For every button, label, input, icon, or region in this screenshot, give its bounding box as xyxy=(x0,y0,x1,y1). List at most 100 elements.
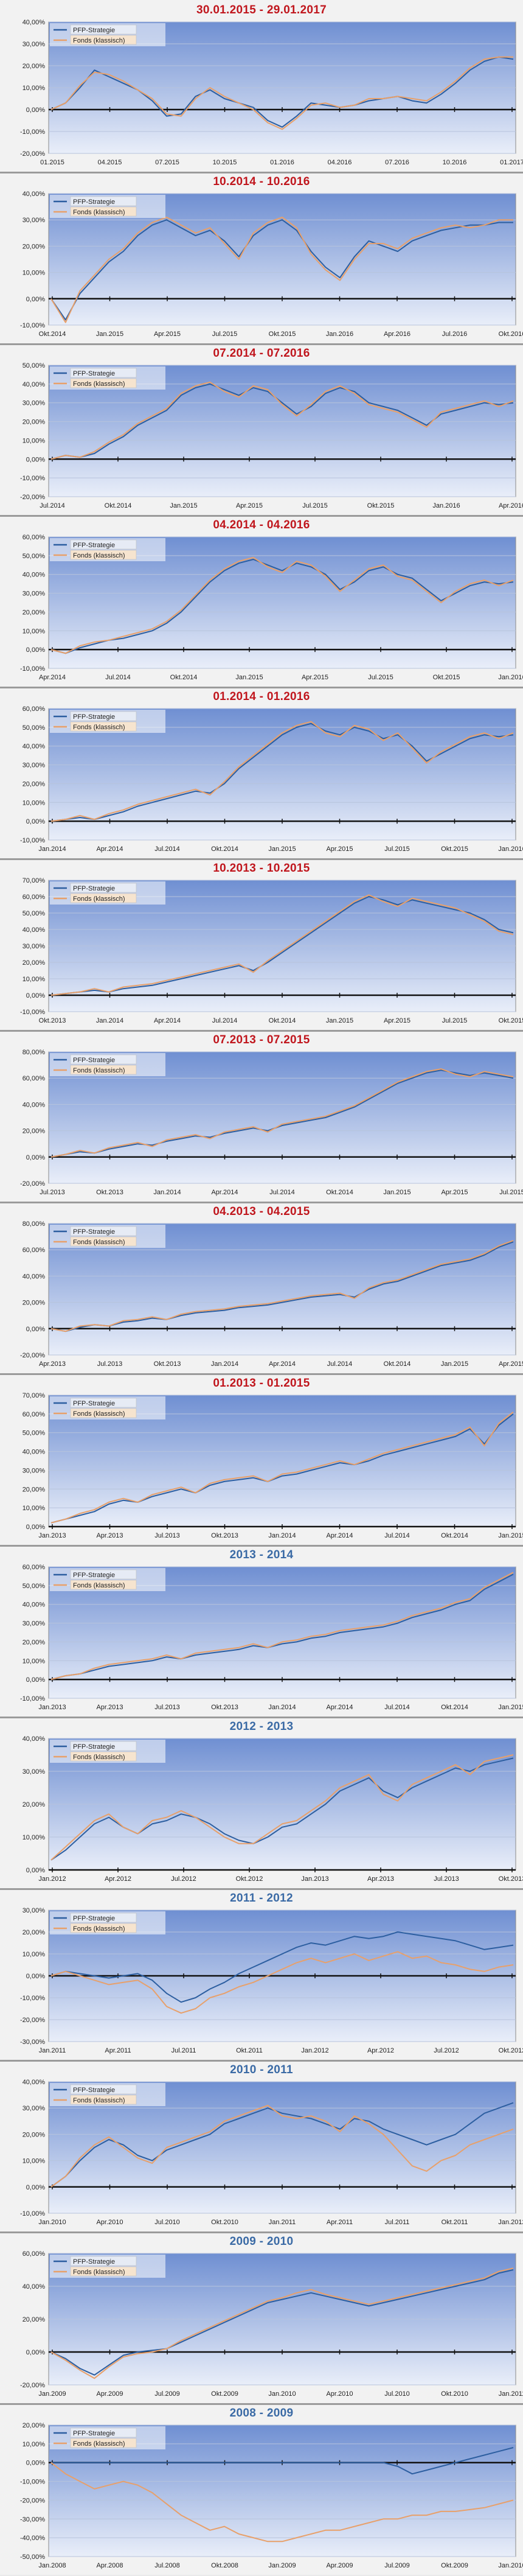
line-chart: -30,00% -20,00% -10,00% 0,00% 10,00% 20,00% 30… xyxy=(20,1907,523,2054)
y-tick-label: 40,00% xyxy=(23,2079,46,2086)
y-tick-label: 0,00% xyxy=(26,296,45,303)
legend-label-pfp: PFP-Strategie xyxy=(73,2087,115,2094)
y-tick-label: 10,00% xyxy=(23,85,46,92)
line-chart: -10,00% 0,00% 10,00% 20,00% 30,00% 40,00% Okt.… xyxy=(20,191,523,338)
x-tick-label: Okt.2015 xyxy=(269,331,296,338)
y-tick-label: -40,00% xyxy=(20,2535,45,2542)
chart-panel: 07.2013 - 07.2015 -20,00% 0,00% 20,00% 40,00… xyxy=(0,1030,523,1202)
chart-title: 2013 - 2014 xyxy=(229,1549,294,1561)
y-tick-label: 30,00% xyxy=(23,1467,46,1474)
x-tick-label: Jan.2009 xyxy=(38,2390,66,2398)
x-tick-label: Apr.2009 xyxy=(326,2562,353,2569)
x-tick-label: Okt.2015 xyxy=(367,502,395,509)
y-tick-label: 20,00% xyxy=(23,243,46,250)
chart-panel: 10.2013 - 10.2015 -10,00% 0,00% 10,00% 20,00… xyxy=(0,858,523,1030)
y-tick-label: 30,00% xyxy=(23,1907,46,1914)
x-tick-label: Apr.2015 xyxy=(441,1189,468,1196)
chart-title: 04.2013 - 04.2015 xyxy=(213,1205,310,1218)
series-line-fonds xyxy=(50,1754,514,1861)
panel-divider xyxy=(0,1030,523,1032)
legend: PFP-Strategie Fonds (klassisch) xyxy=(50,195,165,218)
y-tick-label: 20,00% xyxy=(23,63,46,70)
x-tick-label: Jan.2012 xyxy=(38,1875,66,1883)
x-tick-label: Jul.2014 xyxy=(327,1360,353,1368)
x-tick-label: Okt.2008 xyxy=(211,2562,238,2569)
x-tick-label: Jul.2009 xyxy=(384,2562,410,2569)
x-tick-label: Apr.2012 xyxy=(367,2047,394,2054)
y-tick-label: 60,00% xyxy=(23,1247,46,1254)
series-line-fonds xyxy=(50,2104,514,2188)
legend-label-box xyxy=(70,368,137,378)
y-tick-label: 0,00% xyxy=(26,1867,45,1874)
y-tick-label: 60,00% xyxy=(23,1411,46,1418)
chart-panel: 2010 - 2011 -10,00% 0,00% 10,00% 20,00% 30,00… xyxy=(0,2060,523,2231)
legend-label-pfp: PFP-Strategie xyxy=(73,198,115,206)
x-tick-label: Jul.2015 xyxy=(212,331,238,338)
y-tick-label: 40,00% xyxy=(23,572,46,579)
x-tick-label: Jan.2015 xyxy=(383,1189,410,1196)
legend-label-box xyxy=(70,539,137,550)
x-tick-label: Jan.2013 xyxy=(38,1532,66,1539)
chart-panel: 2008 - 2009 -50,00% -40,00% -30,00% -20,00% -… xyxy=(0,2403,523,2575)
chart-title: 04.2014 - 04.2016 xyxy=(213,519,310,531)
x-tick-label: Okt.2014 xyxy=(211,845,238,853)
y-tick-label: 0,00% xyxy=(26,107,45,114)
chart-title: 2009 - 2010 xyxy=(229,2235,294,2248)
legend: PFP-Strategie Fonds (klassisch) xyxy=(50,881,165,905)
y-tick-label: 50,00% xyxy=(23,1583,46,1590)
chart-panel: 2012 - 2013 0,00% 10,00% 20,00% 30,00% 40,00%… xyxy=(0,1717,523,1888)
legend-label-pfp: PFP-Strategie xyxy=(73,1228,115,1236)
chart-title: 2012 - 2013 xyxy=(229,1720,294,1733)
x-tick-label: Jul.2009 xyxy=(154,2390,180,2398)
x-tick-label: Jul.2014 xyxy=(384,1704,410,1711)
y-tick-label: 10,00% xyxy=(23,1951,46,1958)
legend: PFP-Strategie Fonds (klassisch) xyxy=(50,1911,165,1934)
y-tick-label: 0,00% xyxy=(26,2460,45,2467)
legend-label-box xyxy=(70,24,137,35)
y-tick-label: 20,00% xyxy=(23,1929,46,1936)
legend: PFP-Strategie Fonds (klassisch) xyxy=(50,2255,165,2278)
chart-title: 01.2014 - 01.2016 xyxy=(213,690,310,703)
series-line-fonds xyxy=(50,1068,514,1158)
y-tick-label: 10,00% xyxy=(23,1657,46,1665)
x-tick-label: Jan.2016 xyxy=(498,845,523,853)
legend-label-pfp: PFP-Strategie xyxy=(73,1572,115,1579)
legend-label-box xyxy=(70,206,137,217)
y-tick-label: -10,00% xyxy=(20,322,45,329)
y-tick-label: 40,00% xyxy=(23,191,46,198)
series-line-fonds xyxy=(50,1240,514,1332)
y-tick-label: -20,00% xyxy=(20,1180,45,1188)
legend-label-fonds: Fonds (klassisch) xyxy=(73,1067,125,1074)
x-tick-label: Okt.2014 xyxy=(39,331,66,338)
series-line-pfp xyxy=(50,559,514,654)
x-tick-label: Jan.2008 xyxy=(38,2562,66,2569)
y-tick-label: 60,00% xyxy=(23,705,46,713)
x-tick-label: Okt.2013 xyxy=(154,1360,181,1368)
legend-label-box xyxy=(70,2266,137,2277)
x-tick-label: Jul.2012 xyxy=(434,2047,459,2054)
legend-label-box xyxy=(70,1398,137,1408)
chart-title: 07.2013 - 07.2015 xyxy=(213,1034,310,1046)
legend-label-box xyxy=(70,1751,137,1762)
y-tick-label: 40,00% xyxy=(23,381,46,388)
x-tick-label: Okt.2016 xyxy=(499,331,523,338)
x-tick-label: Apr.2014 xyxy=(269,1360,296,1368)
series-line-pfp xyxy=(50,1413,514,1524)
series-line-fonds xyxy=(50,1412,514,1524)
x-tick-label: Jan.2014 xyxy=(268,1532,296,1539)
series-line-pfp xyxy=(50,219,513,321)
x-tick-label: Okt.2015 xyxy=(433,674,460,681)
legend-label-fonds: Fonds (klassisch) xyxy=(73,1582,125,1589)
y-tick-label: 0,00% xyxy=(26,2349,45,2356)
series-line-fonds xyxy=(50,556,514,654)
x-tick-label: Apr.2010 xyxy=(96,2219,123,2226)
legend-label-fonds: Fonds (klassisch) xyxy=(73,209,125,216)
series-line-pfp xyxy=(50,1931,514,2003)
y-tick-label: -30,00% xyxy=(20,2516,45,2523)
y-tick-label: 30,00% xyxy=(23,943,46,950)
legend-label-box xyxy=(70,1065,137,1075)
legend-label-box xyxy=(70,893,137,903)
legend-label-box xyxy=(70,1580,137,1590)
legend-label-box xyxy=(70,2256,137,2266)
x-tick-label: Apr.2015 xyxy=(236,502,263,509)
